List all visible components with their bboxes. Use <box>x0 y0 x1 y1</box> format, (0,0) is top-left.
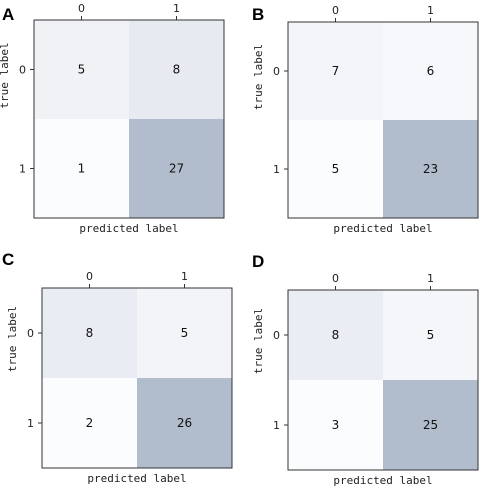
cell-value: 5 <box>427 328 435 342</box>
x-tick-label: 1 <box>181 270 188 283</box>
cell-value: 2 <box>86 416 94 430</box>
y-tick-label: 1 <box>273 419 280 432</box>
y-axis-label: true label <box>252 44 265 110</box>
y-tick-label: 0 <box>273 65 280 78</box>
heatmap-cell <box>34 119 129 218</box>
y-axis-label: true label <box>0 42 11 108</box>
cell-value: 5 <box>332 162 340 176</box>
panel-label: A <box>2 5 14 24</box>
x-tick-label: 0 <box>78 2 85 15</box>
x-tick-label: 1 <box>427 4 434 17</box>
cell-value: 27 <box>169 162 184 176</box>
cell-value: 8 <box>332 328 340 342</box>
y-tick-label: 1 <box>19 163 26 176</box>
cell-value: 8 <box>86 326 94 340</box>
x-axis-label: predicted label <box>333 222 432 235</box>
x-tick-label: 0 <box>86 270 93 283</box>
plot-frame <box>287 289 479 471</box>
plot-frame <box>41 287 233 469</box>
x-tick-label: 1 <box>427 272 434 285</box>
cell-value: 5 <box>78 63 86 77</box>
heatmap-cell <box>383 120 478 218</box>
heatmap-cell <box>383 380 478 470</box>
x-axis-label: predicted label <box>79 222 178 235</box>
cell-value: 8 <box>173 63 181 77</box>
heatmap-cell <box>137 288 232 378</box>
panel-label: C <box>2 250 14 269</box>
heatmap-cell <box>288 290 383 380</box>
cell-value: 7 <box>332 64 340 78</box>
y-tick-label: 1 <box>273 163 280 176</box>
plot-frame <box>33 19 225 219</box>
heatmap-cell <box>288 22 383 120</box>
y-tick-label: 0 <box>19 64 26 77</box>
cell-value: 6 <box>427 64 435 78</box>
heatmap-cell <box>137 378 232 468</box>
heatmap-cell <box>129 20 224 119</box>
x-tick-label: 0 <box>332 4 339 17</box>
x-tick-label: 0 <box>332 272 339 285</box>
heatmap-cell <box>42 288 137 378</box>
y-tick-label: 1 <box>27 417 34 430</box>
panel-label: D <box>252 252 264 271</box>
heatmap-cell <box>42 378 137 468</box>
heatmap-cell <box>288 120 383 218</box>
cell-value: 26 <box>177 416 192 430</box>
panel-d: D 8 5 3 25 0 1 0 1 predicted label true label <box>252 252 479 487</box>
y-axis-label: true label <box>6 306 19 372</box>
panel-b: B 7 6 5 23 0 1 0 1 predicted label true label <box>252 4 479 235</box>
heatmap-cell <box>383 290 478 380</box>
y-tick-label: 0 <box>27 327 34 340</box>
cell-value: 23 <box>423 162 438 176</box>
heatmap-cell <box>34 20 129 119</box>
y-axis-label: true label <box>252 308 265 374</box>
panel-label: B <box>252 5 264 24</box>
y-tick-label: 0 <box>273 329 280 342</box>
x-axis-label: predicted label <box>87 472 186 485</box>
x-tick-label: 1 <box>173 2 180 15</box>
plot-frame <box>287 21 479 219</box>
cell-value: 5 <box>181 326 189 340</box>
cell-value: 25 <box>423 418 438 432</box>
cell-value: 3 <box>332 418 340 432</box>
cell-value: 1 <box>78 162 86 176</box>
x-axis-label: predicted label <box>333 474 432 487</box>
heatmap-cell <box>288 380 383 470</box>
heatmap-cell <box>383 22 478 120</box>
heatmap-cell <box>129 119 224 218</box>
panel-a: A 5 8 1 27 0 1 0 1 predicted label true label <box>0 2 225 235</box>
